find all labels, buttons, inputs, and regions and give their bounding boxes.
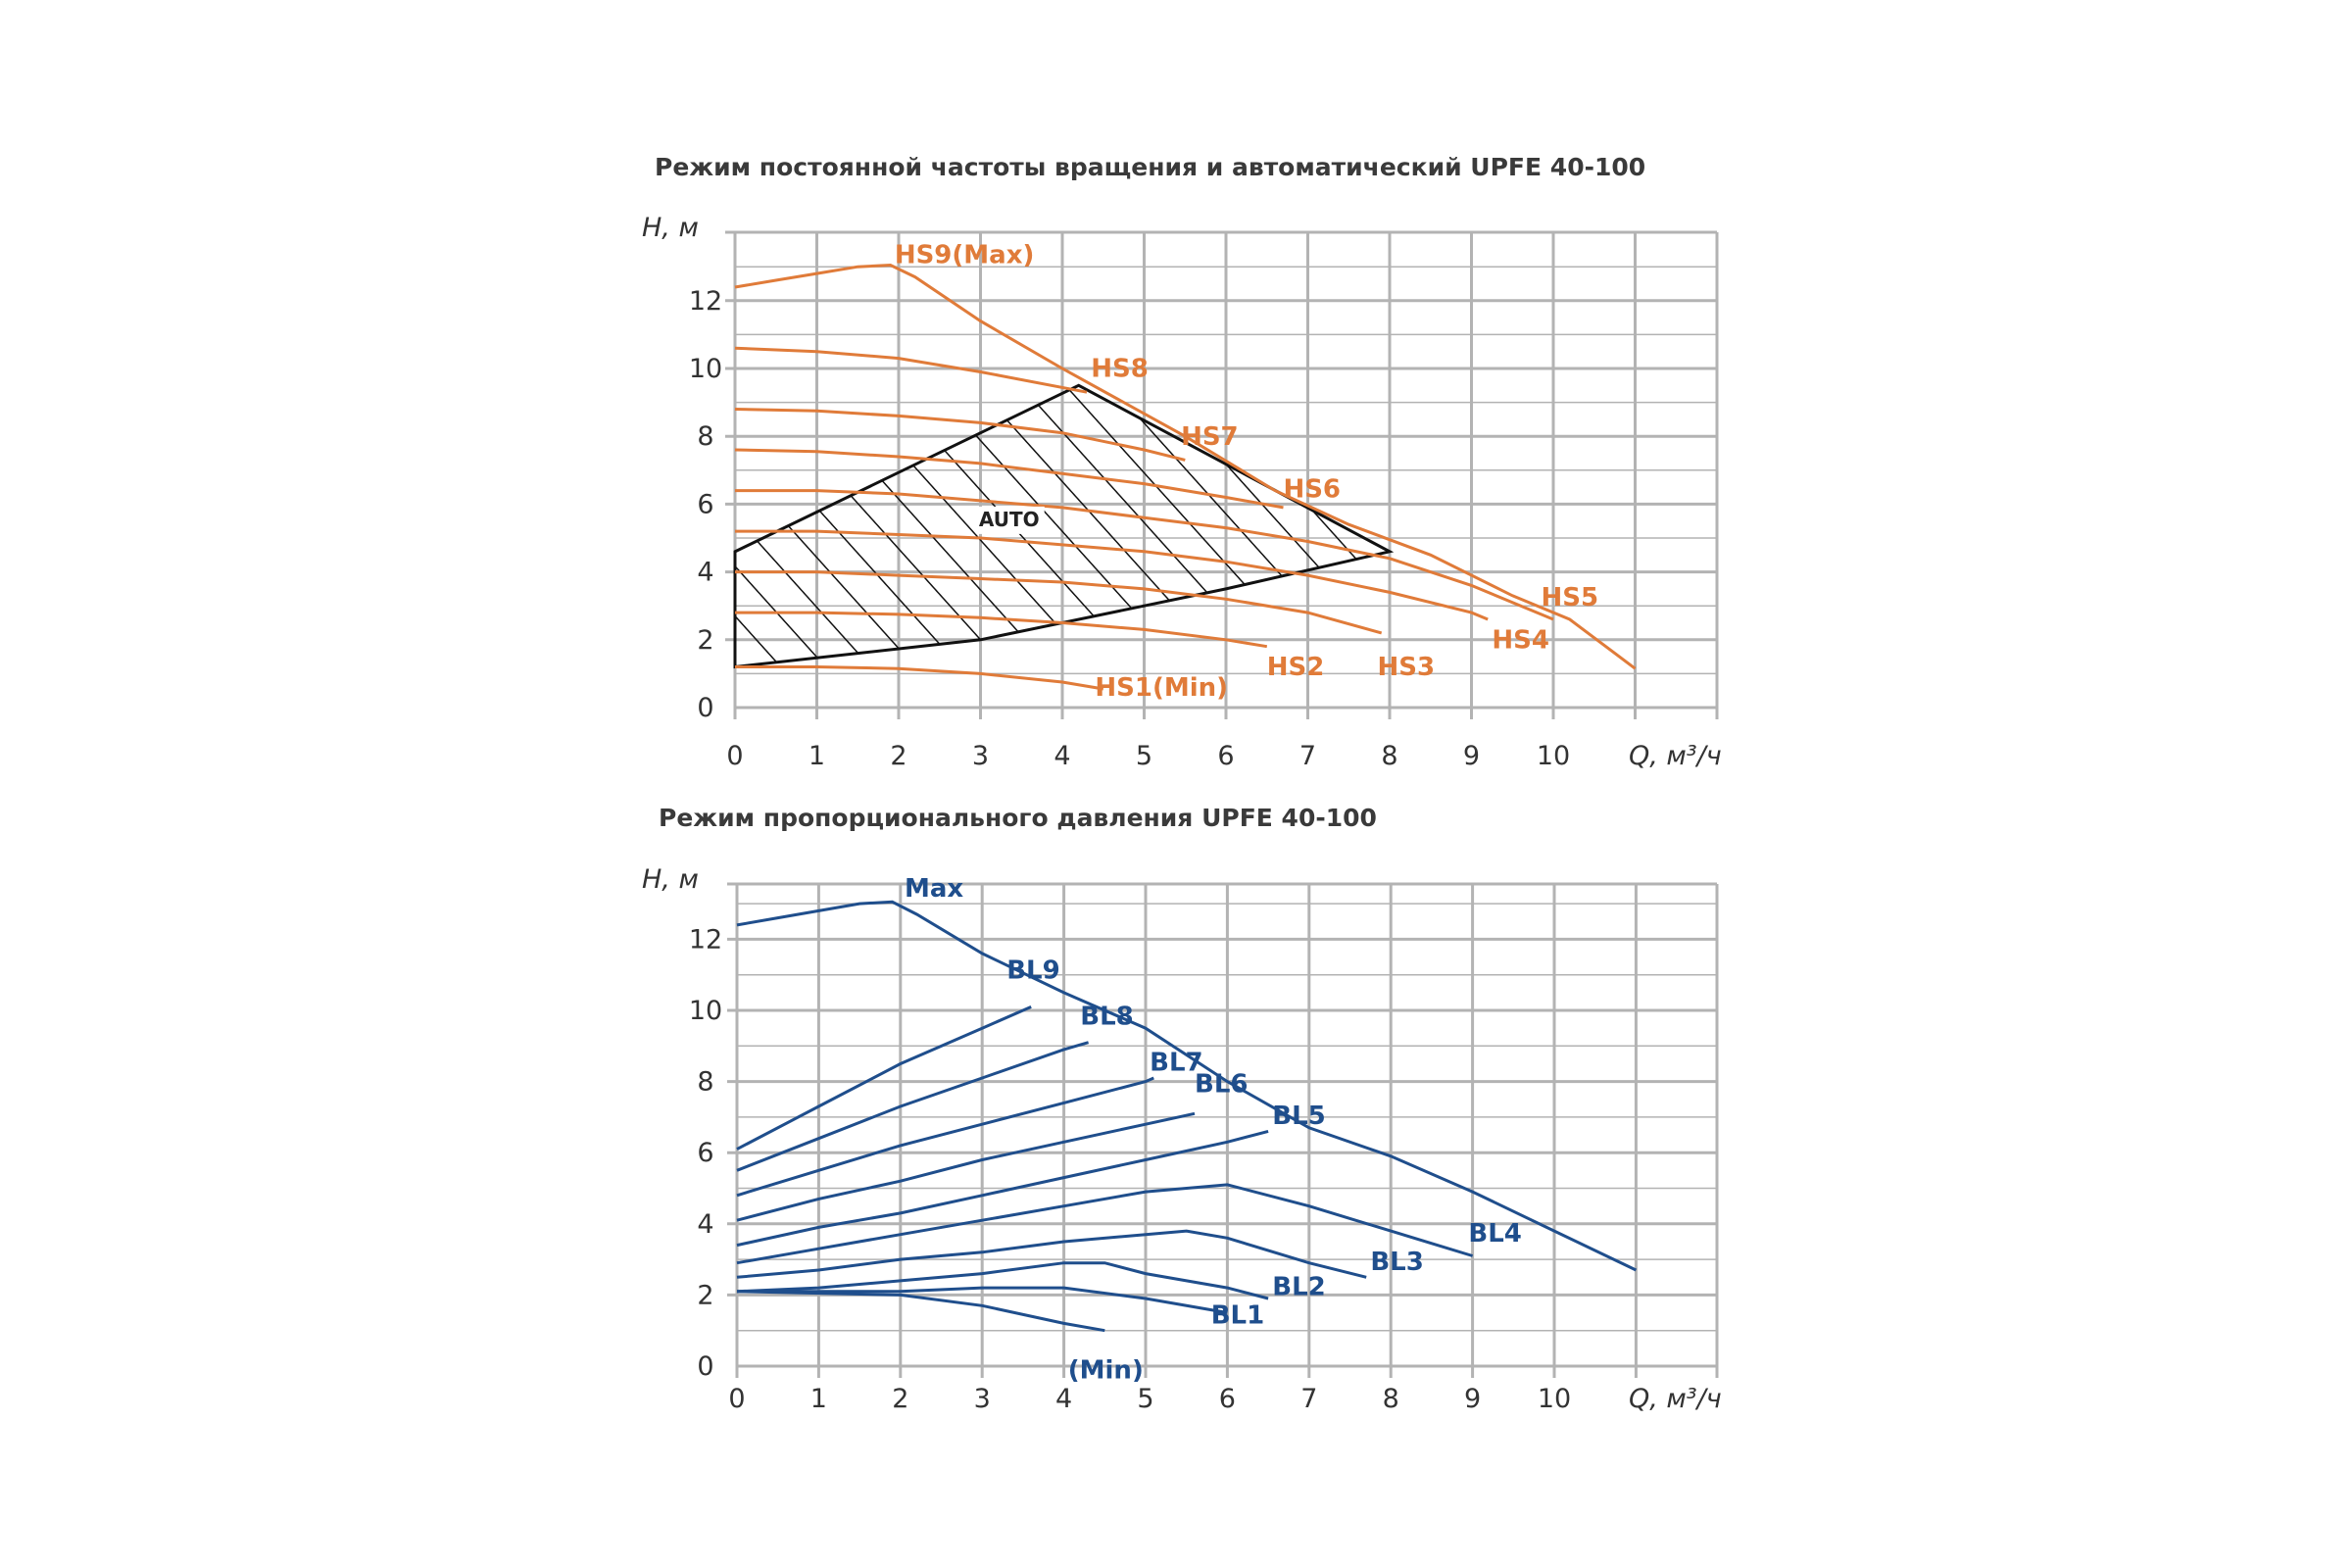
series-line-bl4	[736, 1183, 1474, 1265]
x-tick-label: 9	[1463, 741, 1480, 771]
series-line-min	[736, 1290, 1105, 1333]
x-tick-label: 10	[1538, 1384, 1571, 1414]
series-line-bl6	[736, 1111, 1196, 1222]
series-line-hs8	[734, 346, 1088, 394]
series-line-hs4	[735, 529, 1489, 621]
series-line-hs1-min	[735, 665, 1104, 691]
x-tick-label: 10	[1537, 741, 1570, 771]
y-tick-label: 2	[697, 1280, 713, 1310]
series-line-hs3	[735, 570, 1383, 635]
y-tick-label: 8	[697, 421, 713, 452]
x-tick-label: 8	[1381, 741, 1397, 771]
series-label: HS7	[1181, 422, 1239, 452]
y-tick-label: 6	[697, 1138, 713, 1168]
x-tick-label: 2	[892, 1384, 908, 1414]
series-label: HS9(Max)	[895, 241, 1035, 270]
series-line-bl2	[736, 1261, 1269, 1300]
series-label: BL8	[1080, 1003, 1133, 1032]
series-label: HS6	[1283, 474, 1341, 504]
x-tick-label: 6	[1219, 1384, 1236, 1414]
series-line-hs9-max	[734, 263, 1637, 670]
series-label: HS1(Min)	[1095, 673, 1228, 703]
y-tick-label: 12	[689, 286, 722, 317]
x-tick-label: 3	[974, 1384, 991, 1414]
y-tick-label: 0	[697, 1351, 713, 1382]
x-axis-label: Q, м³/ч	[1629, 741, 1722, 771]
series-label: BL2	[1272, 1272, 1325, 1301]
x-tick-label: 0	[728, 1384, 745, 1414]
y-tick-label: 4	[697, 558, 713, 588]
x-tick-label: 7	[1299, 741, 1316, 771]
series-line-hs6	[734, 448, 1284, 510]
y-tick-label: 0	[697, 693, 713, 723]
y-axis-label: H, м	[642, 213, 699, 243]
y-tick-label: 2	[697, 625, 713, 656]
chart-top: HS9(Max) HS8 HS7 HS6 HS5 HS4 HS3 HS2 HS1(Min) AUT…	[642, 213, 1722, 771]
y-tick-label: 10	[689, 996, 722, 1026]
series-line-bl9	[736, 1005, 1032, 1151]
auto-label-bg	[975, 506, 1045, 534]
series-line-hs5	[735, 489, 1554, 621]
series-line-hs7	[734, 408, 1186, 462]
auto-zone	[733, 383, 1395, 669]
y-tick-label: 10	[689, 354, 722, 384]
auto-zone-label: AUTO	[979, 508, 1040, 531]
series-line-bl3	[736, 1229, 1367, 1279]
series-label: HS3	[1377, 653, 1435, 682]
x-tick-label: 4	[1054, 741, 1070, 771]
x-axis-label: Q, м³/ч	[1629, 1384, 1722, 1414]
x-tick-label: 0	[726, 741, 743, 771]
series-line-bl1	[737, 1286, 1228, 1314]
x-tick-label: 2	[890, 741, 906, 771]
y-tick-label: 12	[689, 924, 722, 955]
y-tick-label: 8	[697, 1067, 713, 1098]
series-label: HS2	[1267, 653, 1325, 682]
x-tick-label: 9	[1464, 1384, 1481, 1414]
series-line-bl8	[736, 1041, 1090, 1172]
series-label: (Min)	[1068, 1356, 1144, 1386]
series-line-max	[736, 900, 1638, 1272]
series-label: BL7	[1150, 1049, 1202, 1078]
x-tick-label: 8	[1383, 1384, 1399, 1414]
series-label: HS8	[1091, 355, 1149, 384]
series-label: BL3	[1370, 1248, 1423, 1277]
x-tick-label: 5	[1136, 741, 1152, 771]
y-tick-label: 4	[697, 1209, 713, 1240]
y-tick-label: 6	[697, 489, 713, 519]
series-label: Max	[905, 874, 963, 904]
x-tick-label: 7	[1300, 1384, 1317, 1414]
x-tick-label: 5	[1137, 1384, 1153, 1414]
x-tick-label: 3	[972, 741, 989, 771]
series-line-bl7	[736, 1076, 1154, 1198]
series-label: BL4	[1468, 1219, 1521, 1249]
series-label: BL6	[1195, 1069, 1248, 1099]
x-tick-label: 6	[1217, 741, 1234, 771]
series-line-hs2	[735, 611, 1268, 649]
series-label: HS4	[1492, 625, 1549, 655]
series-label: BL1	[1211, 1300, 1264, 1330]
x-tick-label: 4	[1055, 1384, 1072, 1414]
x-tick-label: 1	[808, 741, 825, 771]
series-label: BL5	[1272, 1102, 1325, 1131]
series-label: BL9	[1006, 956, 1059, 985]
y-axis-label: H, м	[642, 864, 699, 895]
chart-title-top: Режим постоянной частоты вращения и авто…	[655, 153, 1646, 181]
x-tick-label: 1	[810, 1384, 827, 1414]
series-line-bl5	[736, 1129, 1269, 1248]
series-label: HS5	[1541, 583, 1598, 612]
chart-title-bottom: Режим пропорционального давления UPFE 40…	[659, 804, 1377, 832]
